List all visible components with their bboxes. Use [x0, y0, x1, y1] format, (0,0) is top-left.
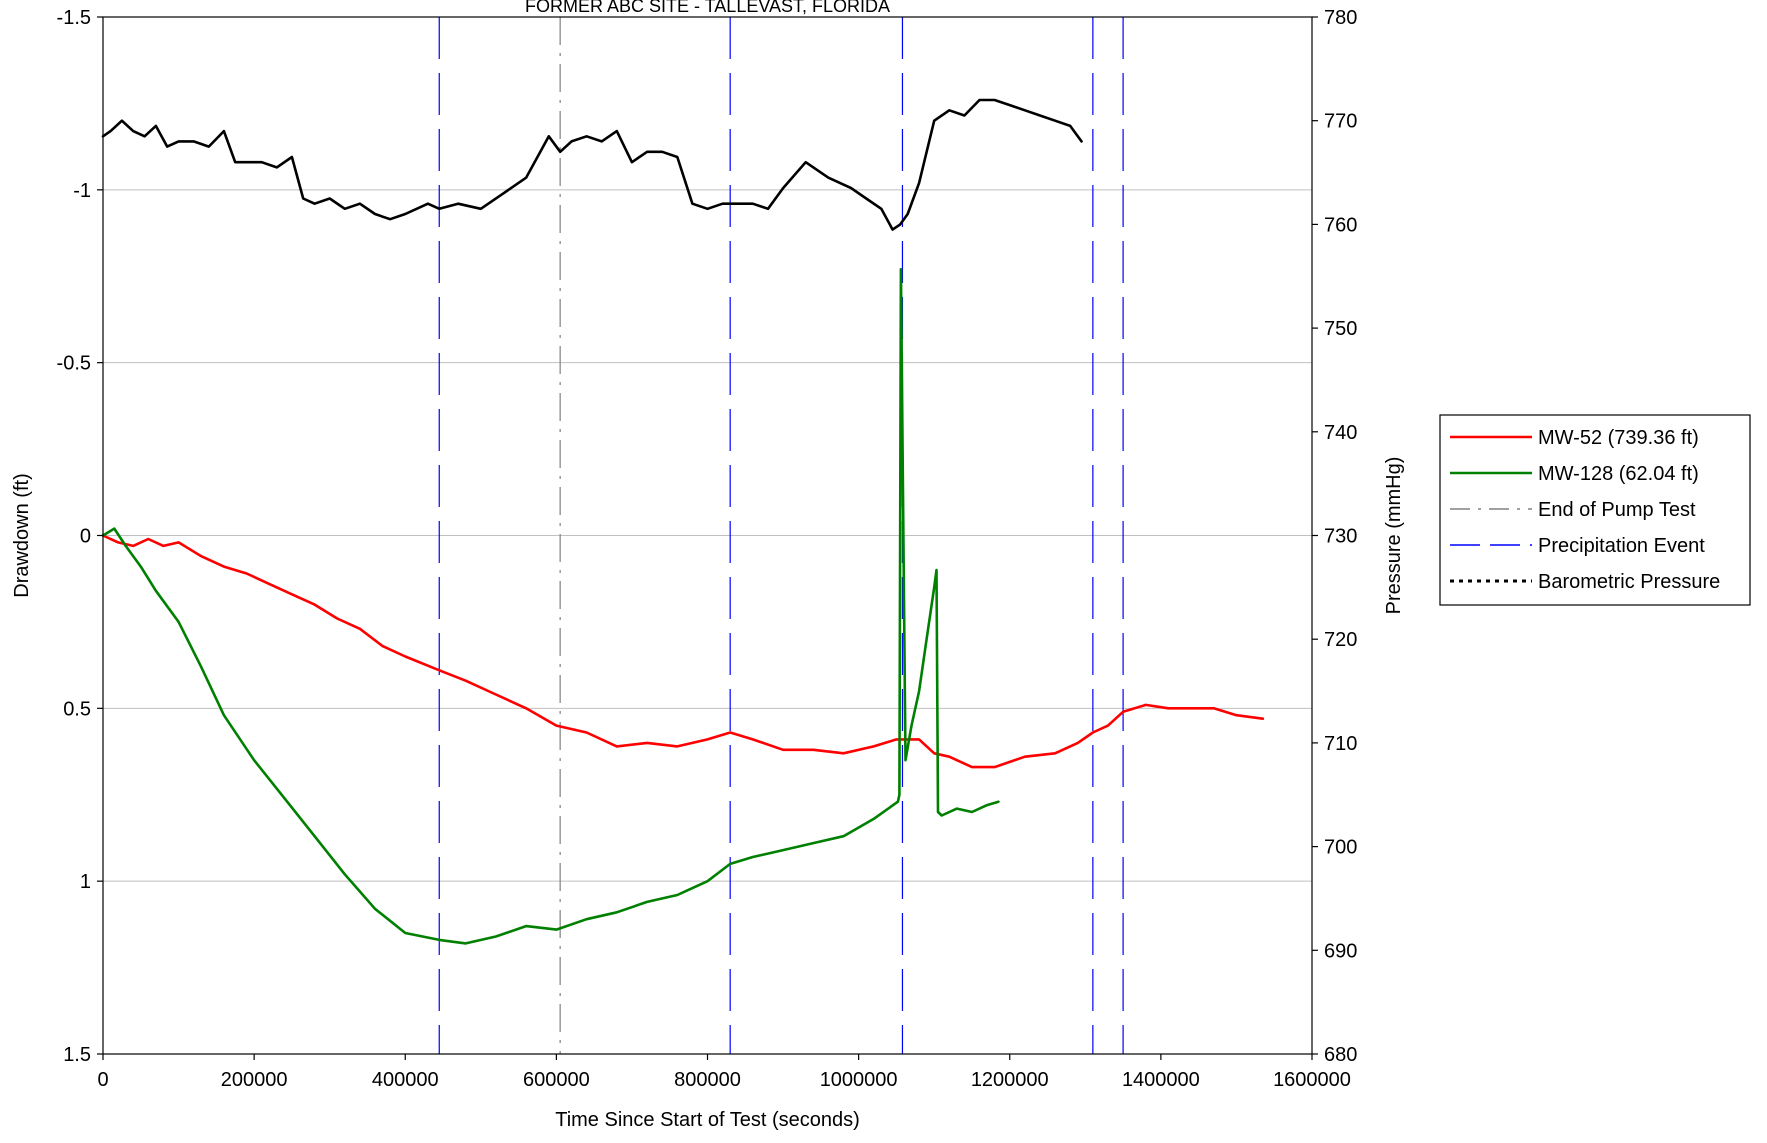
- y-right-axis-label: Pressure (mmHg): [1383, 457, 1405, 615]
- x-tick-label: 200000: [221, 1069, 288, 1091]
- y-right-tick-label: 680: [1324, 1044, 1357, 1066]
- gridlines: [103, 189, 1312, 882]
- x-tick-label: 1600000: [1273, 1069, 1351, 1091]
- y-left-tick-label: -1.5: [57, 7, 91, 29]
- y-left-tick-label: 0.5: [63, 698, 91, 720]
- series-line: [101, 98, 1083, 231]
- series-lines: [101, 98, 1265, 945]
- y-right-tick-label: 720: [1324, 629, 1357, 651]
- x-tick-label: 600000: [523, 1069, 590, 1091]
- legend-box: [1439, 414, 1751, 606]
- y-left-axis-label: Drawdown (ft): [11, 473, 33, 597]
- x-tick-label: 1200000: [971, 1069, 1049, 1091]
- chart-title: FORMER ABC SITE - TALLEVAST, FLORIDA: [525, 0, 890, 16]
- y-right-tick-label: 780: [1324, 7, 1357, 29]
- x-tick-label: 1000000: [820, 1069, 898, 1091]
- axis-ticks: -1.5 -1 -0.5 0 0.5 1 1.5 680 690 700 710 720 730 740 7…: [57, 7, 1358, 1091]
- legend-label: Precipitation Event: [1538, 535, 1705, 557]
- legend-label: MW-52 (739.36 ft): [1538, 427, 1699, 449]
- legend-label: End of Pump Test: [1538, 499, 1696, 521]
- x-tick-label: 1400000: [1122, 1069, 1200, 1091]
- y-left-tick-label: -1: [73, 180, 91, 202]
- series-line: [101, 534, 1265, 769]
- x-tick-label: 0: [97, 1069, 108, 1091]
- y-right-tick-label: 730: [1324, 526, 1357, 548]
- series-line: [101, 267, 1000, 945]
- x-tick-label: 400000: [372, 1069, 439, 1091]
- y-right-tick-label: 750: [1324, 318, 1357, 340]
- y-right-tick-label: 740: [1324, 422, 1357, 444]
- y-right-tick-label: 700: [1324, 837, 1357, 859]
- y-right-tick-label: 770: [1324, 111, 1357, 133]
- y-left-tick-label: 1: [80, 871, 91, 893]
- legend: MW-52 (739.36 ft) MW-128 (62.04 ft) End of…: [1439, 414, 1751, 606]
- event-lines: [438, 17, 1124, 1054]
- y-right-tick-label: 710: [1324, 733, 1357, 755]
- legend-label: Barometric Pressure: [1538, 571, 1720, 593]
- x-axis-label: Time Since Start of Test (seconds): [555, 1109, 860, 1131]
- y-left-tick-label: 1.5: [63, 1044, 91, 1066]
- y-right-tick-label: 690: [1324, 940, 1357, 962]
- y-left-tick-label: -0.5: [57, 353, 91, 375]
- x-tick-label: 800000: [674, 1069, 741, 1091]
- y-right-tick-label: 760: [1324, 214, 1357, 236]
- y-left-tick-label: 0: [80, 526, 91, 548]
- legend-label: MW-128 (62.04 ft): [1538, 463, 1699, 485]
